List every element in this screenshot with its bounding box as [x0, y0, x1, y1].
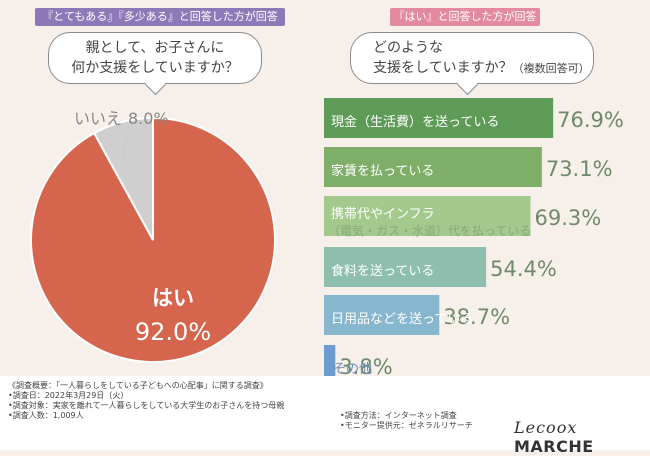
- pie-label-yes-category: はい: [152, 286, 194, 310]
- bar-value-label-1: 73.1%: [546, 157, 613, 181]
- footer-left-line-2: •調査日：2022年3月29日（火）: [8, 391, 129, 400]
- pie-label-no-value: 8.0%: [128, 109, 169, 128]
- bar-2: [324, 196, 531, 236]
- footer-left-line-3: •調査対象：実家を離れて一人暮らしをしている大学生のお子さんを持つ母親: [8, 401, 285, 410]
- bar-category-label-2-line2: （電気・ガス・水道）代を払っている: [328, 223, 531, 238]
- left-question-line1: 親として、お子さんに: [85, 40, 225, 56]
- bar-category-label-1: 家賃を払っている: [331, 163, 434, 179]
- footer-left-line-1: 《調査概要：「一人暮らしをしている子どもへの心配事」に関する調査》: [8, 381, 268, 390]
- bar-category-label-4: 日用品などを送っている: [331, 312, 473, 327]
- bar-value-label-2: 69.3%: [535, 206, 602, 230]
- bar-category-label-0: 現金（生活費）を送っている: [331, 114, 499, 130]
- bar-category-label-3: 食料を送っている: [331, 263, 434, 279]
- bar-value-label-4: 38.7%: [443, 305, 510, 329]
- bar-5: [324, 345, 336, 385]
- bar-value-label-5: 3.8%: [339, 355, 392, 379]
- right-question-line1: どのような: [373, 40, 443, 56]
- right-question-bubble: どのような 支援をしていますか？（複数回答可）: [350, 32, 594, 84]
- bar-4: [324, 295, 440, 335]
- right-question-line2: 支援をしていますか？: [373, 60, 513, 76]
- bar-0: [324, 98, 554, 138]
- pie-leader-line: [120, 133, 129, 164]
- brand-logo: Lecoox MARCHE: [514, 418, 650, 456]
- right-panel-label: 『はい』と回答した方が回答: [390, 8, 540, 26]
- pie-label-yes-value: 92.0%: [135, 318, 211, 346]
- bar-category-label-5: その他: [333, 362, 372, 377]
- logo-bold: MARCHE: [514, 437, 594, 456]
- left-question-line2: 何か支援をしていますか？: [71, 60, 239, 76]
- footer-left-line-4: •調査人数：1,009人: [8, 411, 84, 420]
- bar-value-label-0: 76.9%: [557, 108, 624, 132]
- bar-category-label-2-line1: 携帯代やインフラ: [331, 206, 435, 222]
- footer: [0, 376, 650, 450]
- pie-slice-no: [92, 116, 154, 241]
- right-question-note: （複数回答可）: [512, 62, 590, 75]
- bar-1: [324, 147, 542, 187]
- bar-value-label-3: 54.4%: [490, 257, 557, 281]
- bar-3: [324, 247, 487, 287]
- logo-script: Lecoox: [514, 418, 578, 437]
- footer-right-line-2: •モニター提供元：ゼネラルリサーチ: [340, 421, 473, 430]
- left-panel-label: 『とてもある』『多少ある』と回答した方が回答: [35, 8, 285, 26]
- pie-label-no-category: いいえ: [74, 109, 122, 128]
- footer-right-line-1: •調査方法：インターネット調査: [340, 411, 457, 420]
